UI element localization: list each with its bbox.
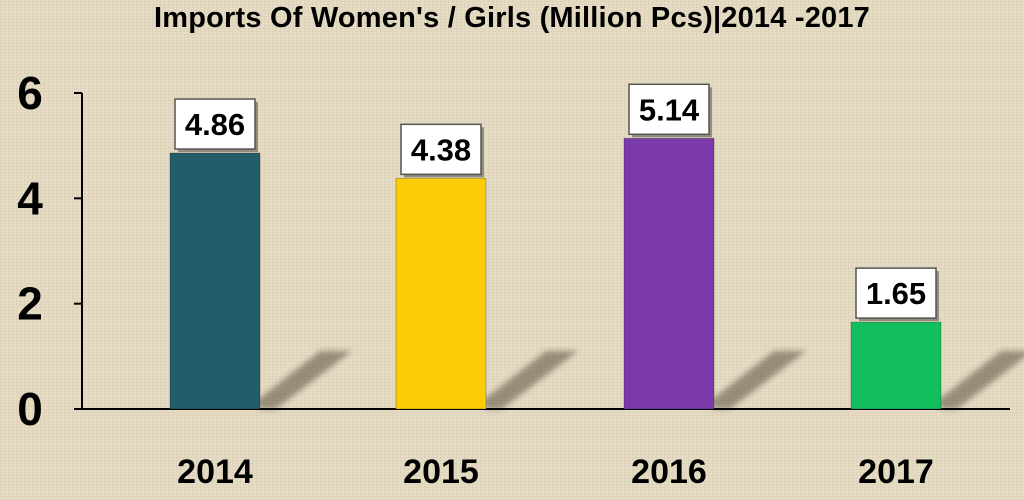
data-labels: 4.86 4.38 5.14 1.65 <box>174 83 939 322</box>
data-label-box <box>628 83 710 136</box>
x-tick-labels: 2014 2015 2016 2017 <box>177 453 934 491</box>
data-label-2015: 4.38 <box>411 132 471 167</box>
y-tick-label: 0 <box>17 383 43 435</box>
bar-shadow <box>256 351 352 409</box>
bar-2015 <box>395 177 487 410</box>
bar-shadow <box>482 351 578 409</box>
data-label-box <box>855 267 937 319</box>
bar-2016 <box>623 137 715 410</box>
bar-2014 <box>169 152 261 410</box>
y-tick-label: 4 <box>17 172 43 224</box>
x-tick-label: 2016 <box>631 453 707 491</box>
bar-shadow <box>937 351 1024 409</box>
x-tick-label: 2017 <box>858 453 934 491</box>
bars <box>169 137 942 410</box>
y-tick-label: 2 <box>17 278 43 330</box>
data-label-2014: 4.86 <box>185 107 245 142</box>
chart-title: Imports Of Women's / Girls (Million Pcs)… <box>153 2 871 34</box>
data-label-box <box>400 123 482 176</box>
bar-2017 <box>850 321 942 410</box>
y-tick-labels: 0 2 4 6 <box>17 67 43 435</box>
data-label-box <box>174 98 256 150</box>
y-tick-label: 6 <box>17 67 43 119</box>
bar-shadows <box>256 351 1024 409</box>
bar-shadow <box>710 351 806 409</box>
data-label-2016: 5.14 <box>639 92 700 127</box>
data-label-2017: 1.65 <box>866 276 926 311</box>
x-tick-label: 2015 <box>403 453 479 491</box>
x-tick-label: 2014 <box>177 453 253 491</box>
